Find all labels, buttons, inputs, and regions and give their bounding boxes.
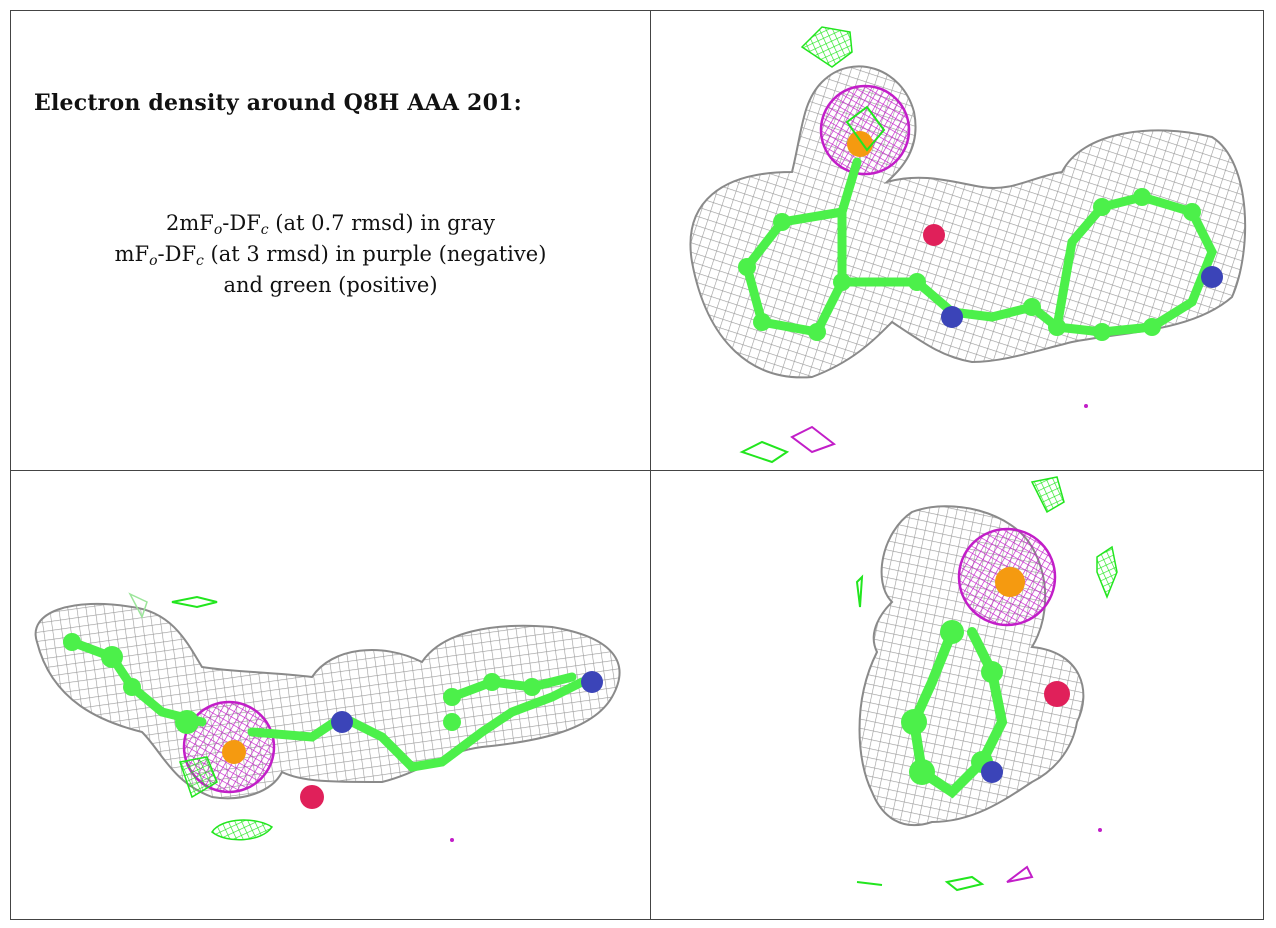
positive-density-faint (128, 592, 148, 619)
positive-density-top (171, 595, 218, 609)
density-view-top-svg (689, 26, 1247, 464)
table-divider-vertical (650, 10, 651, 920)
metal-atom (847, 131, 873, 157)
negative-density-dot (1098, 828, 1102, 832)
caption-title: Electron density around Q8H AAA 201: (34, 90, 522, 116)
negative-density-dot (450, 838, 454, 842)
gray-mesh-density (34, 603, 621, 800)
table-divider-horizontal (10, 470, 1264, 471)
positive-density-stray (739, 440, 790, 464)
caption-line-3: and green (positive) (223, 273, 438, 297)
metal-atom (222, 740, 246, 764)
density-view-side (12, 472, 649, 918)
negative-density-dot (1084, 404, 1088, 408)
ligand-atoms (901, 620, 1070, 785)
positive-density-stray-1 (856, 881, 883, 886)
density-view-end (652, 472, 1263, 918)
caption-cell: Electron density around Q8H AAA 201: 2mF… (12, 12, 649, 469)
positive-density-top (800, 26, 853, 68)
caption-description: 2mFo-DFc (at 0.7 rmsd) in gray mFo-DFc (… (12, 208, 649, 301)
positive-density-top (1030, 476, 1065, 514)
positive-density-stray-2 (944, 875, 985, 892)
positive-density-left (855, 574, 864, 608)
positive-density-right (1096, 545, 1118, 600)
negative-density-sphere (819, 84, 911, 176)
caption-line-2: mFo-DFc (at 3 rmsd) in purple (negative) (114, 242, 547, 269)
density-view-end-svg (855, 476, 1118, 892)
density-view-side-svg (34, 592, 621, 842)
ligand-atoms (63, 633, 603, 809)
density-view-top (652, 12, 1263, 469)
positive-density-left (179, 756, 218, 799)
ligand-model (908, 627, 1008, 799)
positive-density-inner (845, 105, 886, 152)
positive-density-bottom (210, 819, 274, 841)
metal-atom (995, 567, 1025, 597)
negative-density-stray (1006, 865, 1034, 883)
caption-line-1: 2mFo-DFc (at 0.7 rmsd) in gray (165, 211, 496, 238)
figure-table (10, 10, 1264, 920)
ligand-atoms (738, 188, 1223, 341)
negative-density-stray (790, 425, 837, 454)
